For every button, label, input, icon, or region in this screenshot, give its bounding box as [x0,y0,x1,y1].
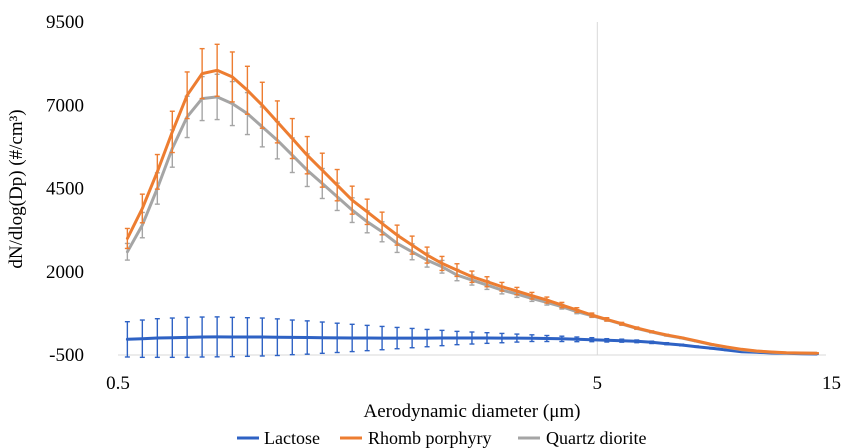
series-layer [124,43,819,359]
x-tick-label: 5 [593,373,603,394]
y-tick-label: 9500 [46,12,84,33]
legend-label: Rhomb porphyry [368,428,492,448]
series-line [125,335,818,356]
legend-label: Lactose [264,428,320,448]
x-axis-title: Aerodynamic diameter (μm) [364,401,581,422]
y-tick-label: -500 [49,345,84,366]
axis-ticks: -500 2000 4500 7000 9500 0.5 5 15 [46,12,841,394]
y-tick-label: 7000 [46,95,84,116]
grid [118,22,826,356]
series-rhomb-porphyry [124,43,819,355]
legend-label: Quartz diorite [546,428,646,448]
y-axis-title: dN/dlog(Dp) (#/cm³) [6,109,27,268]
y-tick-label: 2000 [46,262,84,283]
legend: Lactose Rhomb porphyry Quartz diorite [237,428,646,448]
y-tick-label: 4500 [46,179,84,200]
series-line [125,68,818,355]
x-tick-label: 0.5 [106,373,130,394]
x-tick-label: 15 [822,373,841,394]
